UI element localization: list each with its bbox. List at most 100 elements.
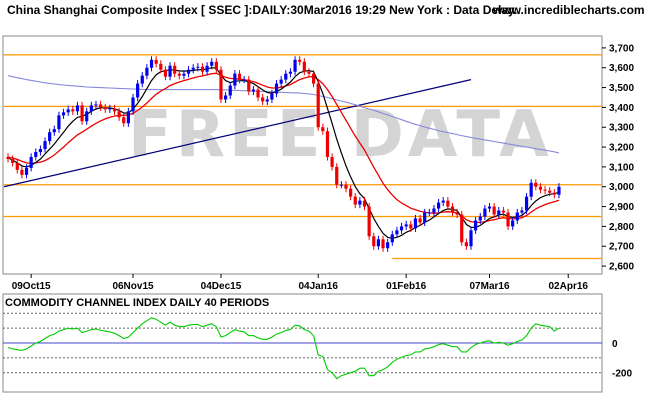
candle-body — [404, 224, 408, 227]
candle-body — [409, 224, 413, 229]
candle-body — [413, 218, 418, 229]
moving-averages — [7, 67, 560, 239]
candle-body — [48, 132, 52, 142]
candle-body — [534, 182, 538, 187]
cci-axis: 0 -200 — [612, 339, 632, 380]
candle-body — [298, 59, 302, 62]
candle-body — [122, 117, 126, 124]
candle-body — [85, 111, 89, 122]
price-tick-label: 3,100 — [609, 162, 634, 173]
candle-body — [219, 69, 223, 100]
candle-body — [501, 210, 506, 213]
candle-body — [543, 189, 547, 191]
candle-body — [311, 73, 316, 84]
candle-body — [284, 73, 288, 80]
candle-body — [423, 212, 427, 223]
site-url: www.incrediblecharts.com — [492, 3, 645, 17]
candle-body — [71, 109, 75, 112]
date-tick-label: 02Apr16 — [548, 281, 588, 292]
candle-body — [66, 109, 70, 113]
candle-body — [460, 214, 464, 243]
candle-body — [529, 182, 533, 197]
price-tick-label: 2,700 — [609, 242, 634, 253]
candle-body — [75, 105, 80, 112]
support-resistance-lines — [3, 54, 602, 260]
candle-body — [362, 200, 367, 207]
candle-body — [89, 105, 93, 112]
candle-body — [131, 97, 135, 112]
candle-body — [117, 111, 121, 118]
candle-body — [61, 112, 66, 116]
candle-body — [154, 59, 158, 64]
price-tick-label: 3,700 — [609, 43, 634, 54]
candle-body — [186, 69, 191, 74]
candle-body — [349, 188, 353, 197]
candle-body — [330, 156, 334, 167]
candle-body — [233, 73, 237, 86]
candle-body — [34, 152, 38, 157]
price-tick-label: 3,600 — [609, 63, 634, 74]
candle-body — [552, 192, 556, 195]
candle-body — [441, 200, 445, 203]
candle-body — [270, 93, 274, 100]
candle-body — [163, 69, 168, 77]
candle-body — [399, 226, 404, 231]
medium-moving-average-line — [7, 72, 560, 224]
candle-body — [274, 83, 279, 94]
price-tick-label: 3,300 — [609, 123, 634, 134]
cci-line-layer — [7, 317, 560, 380]
candle-body — [390, 234, 394, 243]
candle-body — [11, 158, 15, 163]
candle-body — [288, 71, 293, 74]
candle-body — [487, 206, 492, 209]
candle-body — [80, 105, 84, 122]
candle-body — [344, 184, 348, 189]
candle-body — [168, 65, 172, 77]
date-tick-label: 01Feb16 — [386, 281, 426, 292]
candle-body — [538, 186, 543, 190]
candle-body — [24, 167, 29, 175]
candle-body — [381, 239, 385, 249]
candle-body — [339, 184, 343, 186]
candle-body — [520, 210, 524, 213]
candle-body — [506, 212, 510, 227]
candle-body — [279, 79, 283, 84]
trendline-layer — [3, 79, 472, 188]
candle-body — [353, 196, 357, 205]
candle-body — [256, 89, 260, 98]
candle-body — [372, 236, 376, 247]
candle-body — [557, 186, 561, 195]
candle-body — [548, 190, 552, 193]
date-axis: 09Oct15 06Nov15 04Dec15 04Jan16 01Feb16 07Mar… — [12, 274, 588, 292]
candle-body — [145, 67, 149, 76]
candle-body — [483, 208, 487, 217]
candle-body — [242, 79, 246, 81]
candle-body — [52, 129, 56, 133]
candle-body — [38, 149, 43, 153]
candle-body — [321, 127, 325, 132]
candle-body — [478, 216, 482, 221]
candle-body — [237, 73, 242, 80]
price-tick-label: 2,900 — [609, 202, 634, 213]
candle-body — [436, 202, 441, 209]
candle-body — [455, 212, 459, 215]
candle-body — [224, 95, 228, 100]
candle-body — [395, 230, 399, 235]
indicator-title: COMMODITY CHANNEL INDEX DAILY 40 PERIODS — [5, 297, 269, 309]
candle-body — [446, 200, 450, 207]
candle-body — [427, 212, 431, 214]
candle-body — [450, 206, 455, 213]
candle-body — [20, 169, 24, 175]
candle-body — [214, 61, 218, 70]
candle-body — [149, 59, 154, 68]
candle-body — [464, 242, 468, 247]
candle-body — [302, 61, 306, 72]
price-panel-frame — [2, 35, 603, 275]
candle-body — [126, 111, 130, 124]
candle-body — [524, 196, 529, 211]
candle-body — [325, 131, 330, 157]
candle-body — [247, 79, 251, 92]
candle-body — [177, 73, 181, 76]
long-moving-average-line — [7, 75, 560, 154]
